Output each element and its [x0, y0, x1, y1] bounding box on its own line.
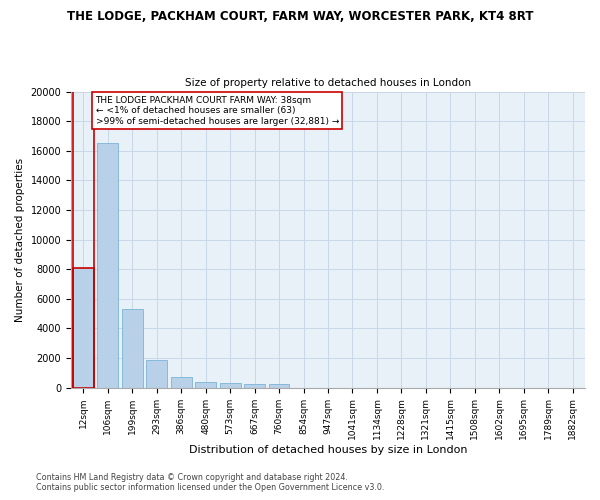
Text: THE LODGE PACKHAM COURT FARM WAY: 38sqm
← <1% of detached houses are smaller (63: THE LODGE PACKHAM COURT FARM WAY: 38sqm …	[95, 96, 339, 126]
Text: THE LODGE, PACKHAM COURT, FARM WAY, WORCESTER PARK, KT4 8RT: THE LODGE, PACKHAM COURT, FARM WAY, WORC…	[67, 10, 533, 23]
Y-axis label: Number of detached properties: Number of detached properties	[15, 158, 25, 322]
Bar	[171, 377, 191, 388]
Bar	[269, 384, 289, 388]
Bar	[220, 384, 241, 388]
Title: Size of property relative to detached houses in London: Size of property relative to detached ho…	[185, 78, 471, 88]
Text: Contains public sector information licensed under the Open Government Licence v3: Contains public sector information licen…	[36, 484, 385, 492]
X-axis label: Distribution of detached houses by size in London: Distribution of detached houses by size …	[189, 445, 467, 455]
Text: Contains HM Land Registry data © Crown copyright and database right 2024.: Contains HM Land Registry data © Crown c…	[36, 474, 348, 482]
Bar	[146, 360, 167, 388]
Bar	[244, 384, 265, 388]
Bar	[195, 382, 216, 388]
Bar	[97, 144, 118, 388]
Bar	[122, 309, 143, 388]
Bar	[73, 268, 94, 388]
